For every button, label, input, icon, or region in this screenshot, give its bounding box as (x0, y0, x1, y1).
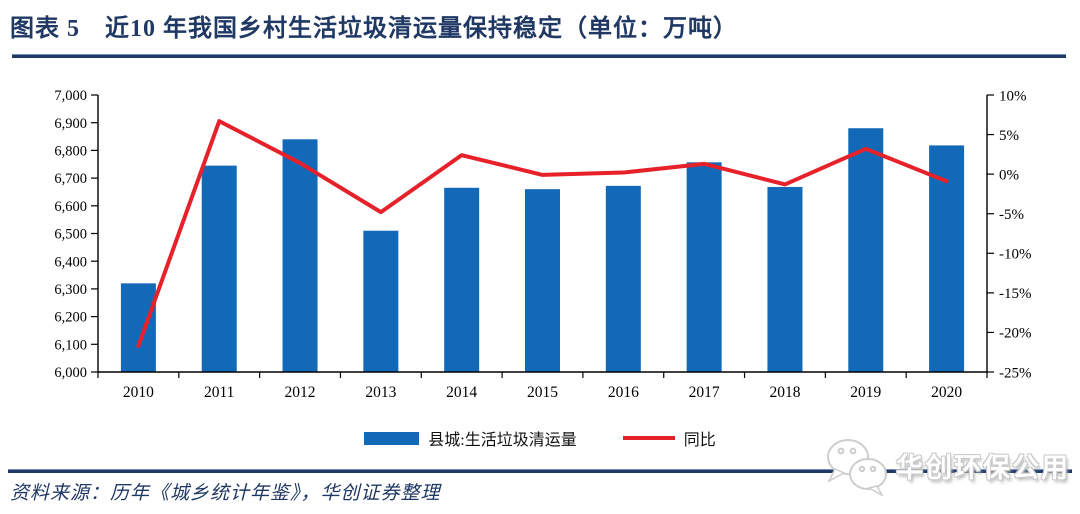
left-axis-tick-label: 6,300 (54, 282, 87, 298)
bar-2010 (120, 283, 156, 372)
left-axis-tick-label: 6,000 (54, 365, 87, 381)
right-axis-tick-label: -10% (999, 247, 1032, 263)
right-axis-tick-label: -25% (999, 365, 1032, 381)
left-axis-tick-label: 6,500 (54, 227, 87, 243)
brand-watermark: 华创环保公用 (822, 434, 1070, 496)
x-axis-category-label: 2019 (850, 384, 881, 401)
x-axis-category-label: 2018 (769, 384, 800, 401)
right-axis-tick-label: 10% (999, 88, 1027, 104)
bar-2019 (848, 128, 884, 372)
x-axis-category-label: 2010 (123, 384, 154, 401)
right-axis-tick-label: -15% (999, 286, 1032, 302)
x-axis-category-label: 2015 (527, 384, 558, 401)
title-divider-rule (12, 54, 1066, 58)
legend-label-line: 同比 (683, 432, 716, 449)
x-axis-category-label: 2017 (689, 384, 720, 401)
x-axis-category-label: 2020 (931, 384, 962, 401)
left-axis-tick-label: 6,800 (54, 143, 87, 159)
legend-item-bar: 县城:生活垃圾清运量 (364, 426, 577, 450)
wechat-icon (827, 439, 887, 496)
legend-item-line: 同比 (622, 426, 716, 450)
left-axis-tick-label: 6,400 (54, 254, 87, 270)
x-axis-category-label: 2011 (204, 384, 234, 401)
x-axis-category-label: 2016 (608, 384, 639, 401)
bar-2016 (605, 185, 641, 372)
bar-2013 (363, 230, 399, 372)
right-axis-tick-label: -5% (999, 207, 1024, 223)
bar-2017 (686, 162, 722, 372)
right-axis-tick-label: -20% (999, 326, 1032, 342)
left-axis-tick-label: 6,100 (54, 337, 87, 353)
left-axis-tick-label: 6,200 (54, 310, 87, 326)
figure-title: 图表 5 近10 年我国乡村生活垃圾清运量保持稳定（单位：万吨） (10, 16, 738, 42)
bar-2015 (525, 189, 560, 372)
line-swatch (622, 436, 675, 440)
watermark-label: 华创环保公用 (896, 452, 1070, 483)
bar-line-chart: 6,000 6,100 6,200 6,300 6,400 6,500 6,600 6,700… (54, 88, 1032, 401)
chart-area: 6,000 6,100 6,200 6,300 6,400 6,500 6,600 6,700… (0, 75, 1080, 420)
left-axis-tick-label: 7,000 (54, 88, 87, 104)
bar-swatch (364, 431, 420, 445)
right-axis-tick-label: 5% (999, 128, 1019, 144)
bar-2011 (201, 165, 237, 372)
legend-label-bar: 县城:生活垃圾清运量 (428, 432, 577, 449)
left-axis-tick-label: 6,900 (54, 116, 87, 132)
x-axis-category-label: 2013 (365, 384, 396, 401)
bar-2012 (282, 139, 318, 372)
bar-2014 (444, 187, 480, 372)
footer-divider-rule (8, 469, 1072, 473)
bar-2018 (767, 186, 803, 372)
left-axis-tick-label: 6,700 (54, 171, 87, 187)
x-axis-category-label: 2014 (446, 384, 477, 401)
x-axis-category-label: 2012 (285, 384, 316, 401)
source-note: 资料来源：历年《城乡统计年鉴》，华创证券整理 (10, 483, 441, 504)
yoy-line (136, 119, 949, 348)
chart-legend: 县城:生活垃圾清运量 同比 (0, 424, 1080, 452)
right-axis-tick-label: 0% (999, 167, 1019, 183)
left-axis-tick-label: 6,600 (54, 199, 87, 215)
